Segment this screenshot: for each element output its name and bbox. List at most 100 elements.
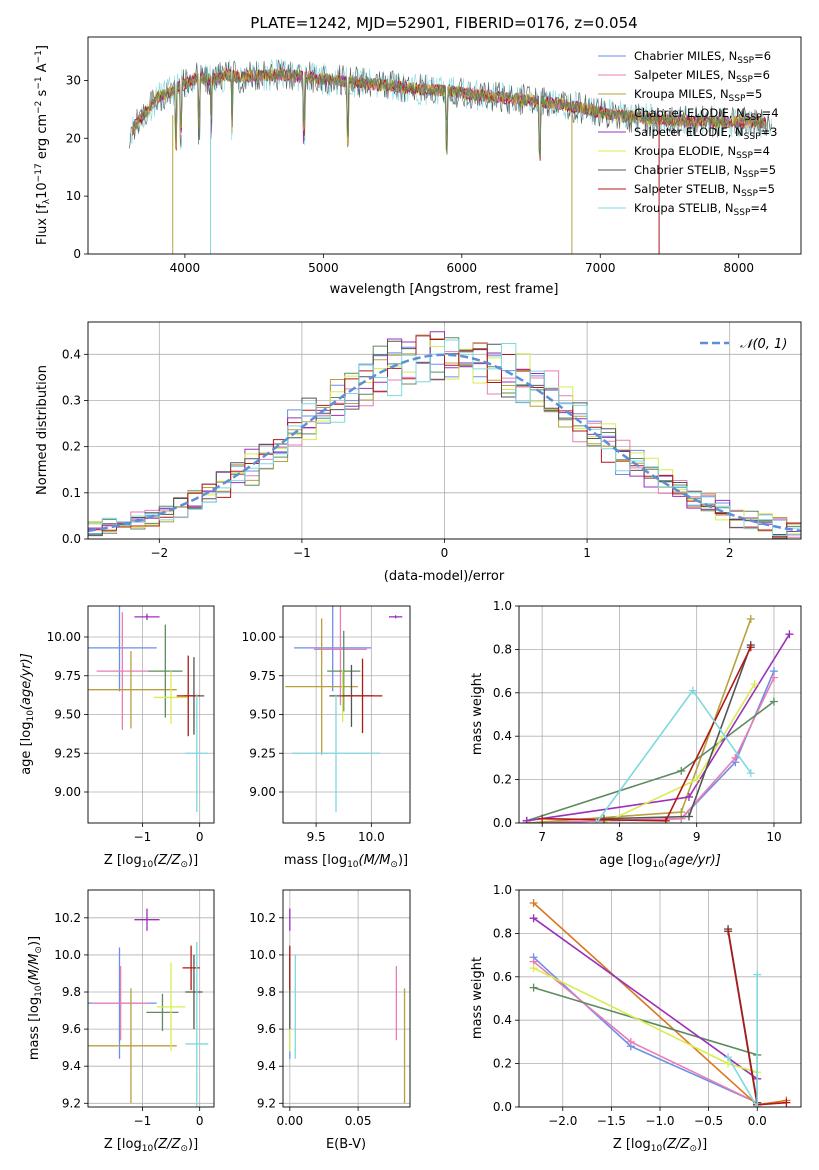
y-axis-label-part: −1: [34, 76, 44, 89]
legend-label-km-part: Kroupa MILES, N: [634, 87, 729, 101]
x-axis-label-part: Z [log: [104, 1137, 142, 1152]
series-marker-ss: [746, 643, 755, 652]
x-tick-label: −0.5: [694, 1114, 723, 1128]
x-tick-label: 10.0: [358, 830, 385, 844]
legend-label-ss-part: =5: [758, 182, 775, 196]
series-marker-ss: [538, 814, 547, 823]
y-axis-label: mass weight: [470, 673, 485, 755]
legend-label-ke-part: SSP: [736, 151, 753, 161]
y-tick-label: 9.4: [257, 1059, 276, 1073]
y-axis-label-part: λ: [42, 198, 52, 204]
legend-label-ce-part: =4: [762, 106, 779, 120]
x-axis-label-part: ⊙: [689, 1144, 697, 1154]
legend-label-ce: Chabrier ELODIE, NSSP=4: [634, 106, 779, 123]
axes-age-vs-mass: 9.5 10.0 9.00 9.25 9.50 9.75 10.00 mass [log10(…: [242, 605, 411, 870]
x-tick-label: −2.0: [548, 1114, 577, 1128]
legend-label-cs-part: Chabrier STELIB, N: [634, 163, 742, 177]
y-tick-label: 0.0: [62, 532, 81, 546]
y-axis-label: mass [log10(M/M⊙)]: [27, 936, 44, 1060]
x-axis-label-part: )]: [398, 853, 408, 868]
x-tick-label: −1.5: [597, 1114, 626, 1128]
legend-label-ke: Kroupa ELODIE, NSSP=4: [634, 144, 770, 161]
x-axis-label-part: (age/yr)]: [664, 853, 721, 868]
spectrum-line-ce: [131, 68, 767, 157]
y-tick-label: 1.0: [493, 883, 512, 897]
legend-label-ss: Salpeter STELIB, NSSP=5: [634, 182, 775, 199]
axes-frame: [87, 889, 215, 1108]
y-tick-label: 0.3: [62, 393, 81, 407]
plot-area: [522, 615, 794, 823]
legend-label-cs: Chabrier STELIB, NSSP=5: [634, 163, 776, 180]
y-axis-label-part: −2: [34, 101, 44, 114]
y-tick-label: 10: [66, 189, 81, 203]
x-tick-label: 7: [538, 830, 546, 844]
x-axis-label-part: 10: [652, 860, 664, 870]
x-tick-label: 0.00: [276, 1114, 303, 1128]
legend-label-cm-part: =6: [754, 49, 771, 63]
axes-frame: [518, 605, 802, 824]
x-axis-label-part: 10: [347, 860, 359, 870]
series-marker-ks: [688, 686, 697, 695]
x-tick-label: 0: [196, 830, 204, 844]
y-tick-label: 30: [66, 73, 81, 87]
x-axis-label-part: Z [log: [613, 1137, 651, 1152]
y-tick-label: 0.4: [493, 729, 512, 743]
y-axis-label-part: )]: [27, 936, 42, 946]
x-axis-label-part: 10: [142, 1144, 154, 1154]
series-marker-se: [529, 914, 538, 923]
x-axis-label-part: 10: [142, 860, 154, 870]
series-line-ks: [727, 974, 758, 1107]
y-tick-label: 9.00: [54, 785, 81, 799]
axes-spectrum: 4000 5000 6000 7000 8000 0 10 20 30 PLATE=1242, M…: [34, 14, 802, 297]
x-tick-label: 10: [766, 830, 781, 844]
legend-label-ks-part: SSP: [734, 208, 751, 218]
y-axis-label: age [log10(age/yr)]: [19, 653, 36, 775]
legend-label-cm-part: SSP: [737, 56, 754, 66]
series-marker-km: [677, 808, 686, 817]
x-tick-label: 6000: [447, 261, 478, 275]
y-tick-label: 0.4: [62, 347, 81, 361]
x-tick-label: 2: [726, 546, 734, 560]
x-axis-label: E(B-V): [326, 1137, 366, 1152]
series-line-ke: [603, 683, 756, 823]
legend-label-ss-part: Salpeter STELIB, N: [634, 182, 741, 196]
series-marker-ce: [529, 983, 538, 992]
series-marker-ks: [746, 769, 755, 778]
series-marker-ks: [753, 970, 762, 979]
series-marker-cs: [599, 814, 608, 823]
series-marker-sm: [731, 753, 740, 762]
series-marker-ce: [769, 697, 778, 706]
legend-label-ks-part: Kroupa STELIB, N: [634, 201, 734, 215]
x-tick-label: −1: [134, 1114, 152, 1128]
y-tick-label: 10.0: [249, 948, 276, 962]
y-tick-label: 9.2: [257, 1096, 276, 1110]
y-tick-label: 0.2: [62, 440, 81, 454]
x-axis-label: age [log10(age/yr)]: [599, 853, 721, 870]
y-axis-label-part: −17: [34, 163, 44, 182]
series-marker-sm: [769, 673, 778, 682]
x-tick-label: 5000: [308, 261, 339, 275]
x-axis-label: mass [log10(M/M⊙)]: [284, 853, 408, 870]
axes-mass-vs-ebv: 0.00 0.05 9.2 9.4 9.6 9.8 10.0 10.2 E(B-V): [249, 889, 411, 1152]
x-tick-label: −1: [134, 830, 152, 844]
legend-label-se-part: =3: [761, 125, 778, 139]
x-axis-label-part: )]: [188, 1137, 198, 1152]
legend-label-ce-part: Chabrier ELODIE, N: [634, 106, 745, 120]
y-tick-label: 10.00: [47, 630, 81, 644]
axes-frame: [87, 321, 802, 540]
y-tick-label: 0.0: [493, 816, 512, 830]
series-marker-ks: [724, 1053, 733, 1062]
x-tick-label: −1: [293, 546, 311, 560]
x-tick-label: 9.5: [307, 830, 326, 844]
x-axis-label-part: (M/M: [359, 853, 391, 868]
y-axis-label-part: age [log: [19, 722, 34, 775]
x-axis-label-part: ⊙: [180, 860, 188, 870]
series-marker-cs: [684, 812, 693, 821]
series-marker-ss: [661, 816, 670, 823]
axes-massweight-vs-z: −2.0 −1.5 −1.0 −0.5 0.0 0.0 0.2 0.4 0.6 0.8 1.0 Z […: [470, 883, 802, 1154]
y-axis-label: mass weight: [470, 957, 485, 1039]
axes-residuals: −2 −1 0 1 2 0.0 0.1 0.2 0.3 0.4 (data-model)/error…: [35, 321, 802, 584]
legend-label-km: Kroupa MILES, NSSP=5: [634, 87, 762, 104]
series-marker-ke: [692, 775, 701, 784]
y-tick-label: 9.50: [54, 708, 81, 722]
